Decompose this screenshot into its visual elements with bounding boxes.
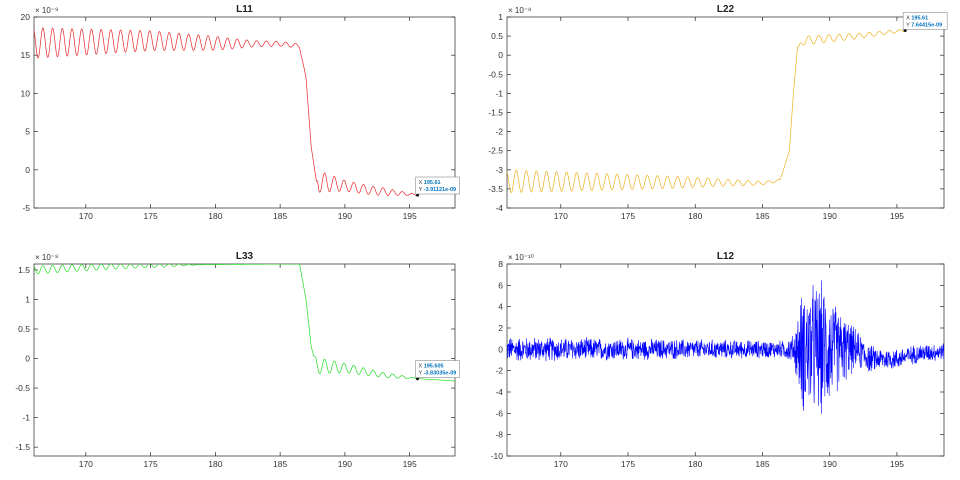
- x-tick-label: 190: [338, 211, 352, 221]
- y-tick-label: -2: [495, 127, 503, 137]
- y-tick-label: 1: [498, 12, 503, 22]
- y-tick-label: 0.5: [491, 31, 503, 41]
- x-tick-label: 175: [143, 459, 157, 469]
- y-tick-label: 0: [498, 344, 503, 354]
- x-tick-label: 195: [403, 211, 417, 221]
- datatip-box: [415, 360, 460, 378]
- x-tick-label: 195: [890, 459, 904, 469]
- x-tick-label: 185: [755, 459, 769, 469]
- chart-title: L22: [717, 4, 735, 15]
- x-tick-label: 185: [273, 211, 287, 221]
- x-tick-label: 190: [823, 211, 837, 221]
- datatip[interactable]: X 195.61Y -3.91121e-09: [415, 176, 460, 197]
- y-tick-label: -0.5: [488, 69, 503, 79]
- y-tick-label: 0: [25, 354, 30, 364]
- x-tick-label: 185: [755, 211, 769, 221]
- y-tick-label: -3.5: [488, 184, 503, 194]
- datatip-x: X 195.605: [418, 364, 443, 370]
- datatip-y: Y -3.91121e-09: [419, 187, 457, 193]
- y-tick-label: -2.5: [488, 146, 503, 156]
- axes-l11: L11 × 10⁻⁹ 170 175 180 185 190 195 -5 0 5 10 15 20 X 1…: [21, 4, 460, 221]
- y-tick-label: -1.5: [488, 108, 503, 118]
- y-tick-label: -0.5: [15, 383, 30, 393]
- y-tick-label: 10: [21, 88, 31, 98]
- y-tick-label: 2: [498, 323, 503, 333]
- x-tick-label: 170: [79, 211, 93, 221]
- x-tick-label: 180: [208, 459, 222, 469]
- axes-l22: L22 × 10⁻⁸ 170 175 180 185 190 195 -4 -3.5 -3 -2.5 -…: [488, 4, 948, 221]
- y-tick-label: 20: [21, 12, 31, 22]
- y-tick-label: 1: [25, 294, 30, 304]
- series-line-l11: [34, 27, 418, 196]
- y-tick-label: 0: [498, 50, 503, 60]
- y-tick-label: 15: [21, 50, 31, 60]
- datatip-x: X 195.61: [906, 15, 928, 21]
- y-tick-label: 0: [25, 165, 30, 175]
- datatip-y: Y -3.83035e-09: [418, 371, 456, 377]
- datatip-y: Y 7.64415e-09: [906, 22, 942, 28]
- datatip[interactable]: X 195.61Y 7.64415e-09: [902, 12, 948, 32]
- chart-title: L33: [236, 251, 254, 262]
- y-tick-label: 5: [25, 127, 30, 137]
- y-tick-label: -1: [22, 413, 30, 423]
- x-tick-label: 195: [890, 211, 904, 221]
- plot-area: [33, 263, 456, 457]
- y-tick-label: -1: [495, 88, 503, 98]
- y-exponent-label: × 10⁻⁹: [35, 6, 58, 15]
- y-tick-label: -4: [495, 387, 503, 397]
- x-tick-label: 180: [208, 211, 222, 221]
- x-tick-label: 175: [621, 459, 635, 469]
- datatip-box: [415, 176, 460, 195]
- x-tick-label: 195: [403, 459, 417, 469]
- y-tick-label: -1.5: [15, 442, 30, 452]
- y-tick-label: -3: [495, 165, 503, 175]
- y-tick-label: -2: [495, 366, 503, 376]
- y-tick-label: 4: [498, 302, 503, 312]
- x-tick-label: 170: [79, 459, 93, 469]
- series-line-l12: [507, 280, 944, 414]
- x-tick-label: 190: [823, 459, 837, 469]
- y-exponent-label: × 10⁻¹⁰: [508, 253, 534, 262]
- y-tick-label: -4: [495, 203, 503, 213]
- y-tick-label: -5: [22, 203, 30, 213]
- x-tick-label: 185: [273, 459, 287, 469]
- plot-area: [506, 16, 945, 209]
- axes-l12: L12 × 10⁻¹⁰ 170 175 180 185 190 195 -10 -8 -6 -4 -2 0…: [491, 251, 945, 469]
- y-exponent-label: × 10⁻⁸: [508, 6, 531, 15]
- chart-title: L12: [717, 251, 735, 262]
- datatip-x: X 195.61: [419, 180, 441, 186]
- x-tick-label: 175: [621, 211, 635, 221]
- chart-title: L11: [236, 4, 253, 15]
- y-tick-label: 8: [498, 259, 503, 269]
- y-tick-label: 6: [498, 280, 503, 290]
- y-exponent-label: × 10⁻⁸: [35, 253, 58, 262]
- y-tick-label: 1.5: [18, 265, 30, 275]
- plot-area: [33, 16, 456, 209]
- y-tick-label: 0.5: [18, 324, 30, 334]
- x-tick-label: 175: [143, 211, 157, 221]
- datatip-box: [902, 12, 948, 30]
- x-tick-label: 190: [338, 459, 352, 469]
- y-tick-label: -8: [495, 430, 503, 440]
- x-tick-label: 180: [688, 211, 702, 221]
- x-tick-label: 170: [554, 211, 568, 221]
- series-line-l33: [34, 264, 455, 382]
- x-tick-label: 170: [554, 459, 568, 469]
- y-tick-label: -6: [495, 408, 503, 418]
- y-tick-label: -10: [491, 451, 504, 461]
- axes-l33: L33 × 10⁻⁸ 170 175 180 185 190 195 -1.5 -1 -0.5 0 0.…: [15, 251, 460, 469]
- x-tick-label: 180: [688, 459, 702, 469]
- series-line-l22: [507, 29, 906, 193]
